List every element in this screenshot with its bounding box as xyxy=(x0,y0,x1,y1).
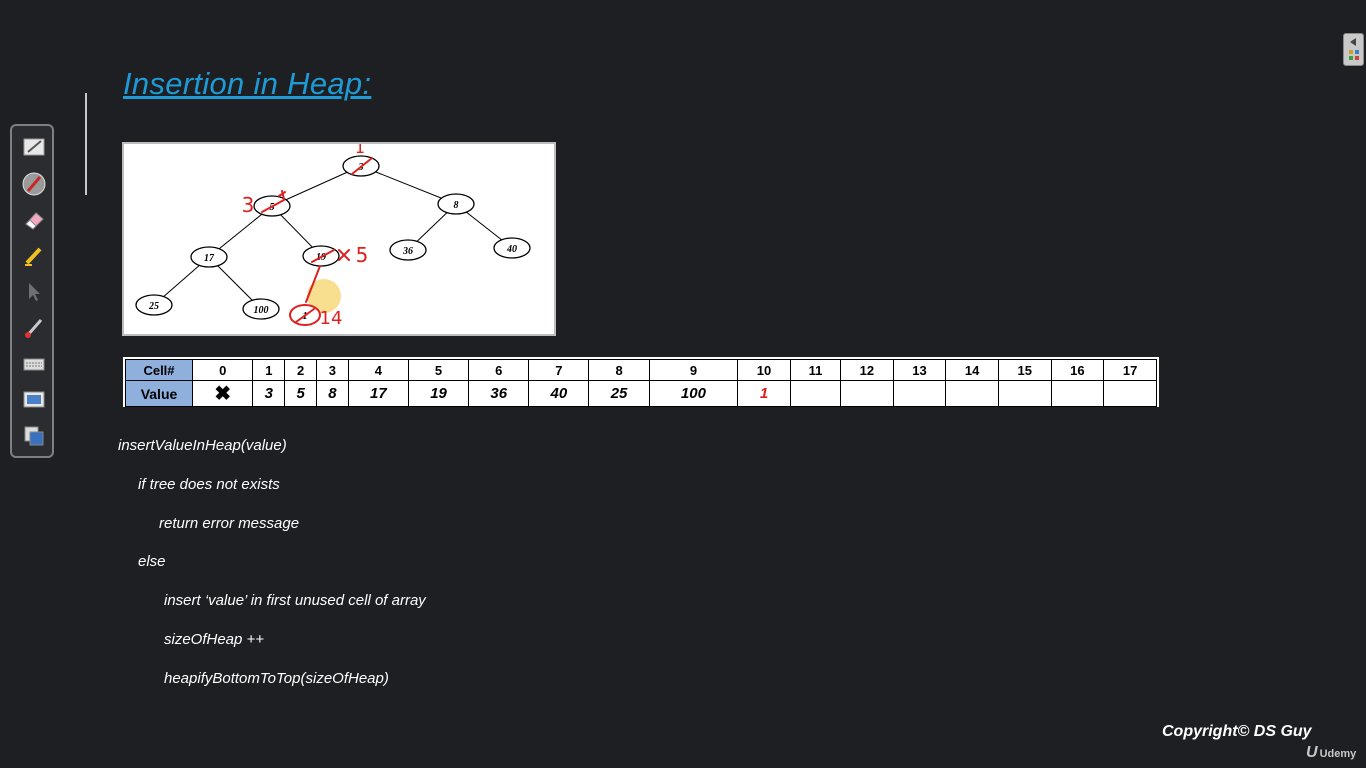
code-line: sizeOfHeap ++ xyxy=(164,631,265,648)
brush-icon[interactable] xyxy=(22,316,46,340)
tree-node xyxy=(242,298,280,320)
tree-node xyxy=(135,294,173,316)
cell-value: 19 xyxy=(407,380,470,407)
cell-index: 9 xyxy=(648,359,739,381)
cell-index: 1 xyxy=(252,359,286,381)
side-panel-toggle[interactable] xyxy=(1343,33,1364,66)
node-label: 25 xyxy=(148,301,159,312)
annotation-toolbar xyxy=(10,124,54,458)
cell-value xyxy=(945,380,999,407)
annotation-label: 14 xyxy=(320,308,343,329)
code-line: else xyxy=(138,553,166,570)
cell-value: 8 xyxy=(316,380,349,407)
code-line: insertValueInHeap(value) xyxy=(118,437,287,454)
node-label: 36 xyxy=(402,246,413,257)
node-label: 17 xyxy=(204,253,215,264)
cell-value: 25 xyxy=(588,380,650,407)
heap-tree-diagram: 3 5 8 17 19 36 40 25 100 1 1 3 5 14 xyxy=(122,142,556,336)
annotation-label: 5 xyxy=(356,243,369,267)
code-line: if tree does not exists xyxy=(138,476,280,493)
node-label: 8 xyxy=(454,200,459,211)
heap-array-table: Cell# 0 1 2 3 4 5 6 7 8 9 10 11 12 13 14 15 16 17 Value ✖… xyxy=(123,357,1159,407)
cell-value xyxy=(997,380,1052,407)
tree-node xyxy=(437,193,475,215)
code-line: return error message xyxy=(159,515,300,532)
cell-value: 100 xyxy=(648,380,739,407)
cell-index: 11 xyxy=(789,359,842,381)
keyboard-icon[interactable] xyxy=(22,352,46,376)
cell-value xyxy=(840,380,894,407)
cell-index: 13 xyxy=(892,359,947,381)
annotation-label: 3 xyxy=(242,193,255,217)
cell-index: 8 xyxy=(588,359,650,381)
code-line: insert ‘value’ in first unused cell of a… xyxy=(164,592,426,609)
cell-index: 3 xyxy=(316,359,349,381)
page-title: Insertion in Heap: xyxy=(123,66,372,101)
cell-value: 5 xyxy=(284,380,317,407)
pen-icon[interactable] xyxy=(22,136,46,160)
cell-index: 6 xyxy=(468,359,530,381)
node-label: 100 xyxy=(254,305,269,316)
cell-value: 36 xyxy=(468,380,530,407)
cell-index: 5 xyxy=(407,359,470,381)
cell-value xyxy=(789,380,842,407)
row-header: Cell# xyxy=(125,359,193,381)
cell-value: 40 xyxy=(528,380,590,407)
marker-icon[interactable] xyxy=(22,172,46,196)
cell-index: 12 xyxy=(840,359,894,381)
clipboard-icon[interactable] xyxy=(22,424,46,448)
cell-index: 0 xyxy=(191,359,254,381)
tree-node xyxy=(389,239,427,261)
cell-index: 14 xyxy=(945,359,999,381)
cell-index: 17 xyxy=(1103,359,1157,381)
cell-value xyxy=(1050,380,1105,407)
cell-index: 2 xyxy=(284,359,317,381)
divider-line xyxy=(85,93,87,195)
udemy-logo: U Udemy xyxy=(1306,744,1357,761)
brand-label: Udemy xyxy=(1319,748,1357,760)
node-label: 40 xyxy=(506,244,517,255)
code-line: heapifyBottomToTop(sizeOfHeap) xyxy=(164,670,389,687)
cell-index: 7 xyxy=(528,359,590,381)
highlighter-icon[interactable] xyxy=(22,244,46,268)
cell-value xyxy=(892,380,947,407)
cell-index: 15 xyxy=(997,359,1052,381)
cell-value-row: Value ✖ 3 5 8 17 19 36 40 25 100 1 xyxy=(125,380,1157,407)
cell-value: 1 xyxy=(737,380,791,407)
pointer-icon[interactable] xyxy=(22,280,46,304)
annotation-label: 1 xyxy=(355,144,365,157)
cell-value xyxy=(1103,380,1157,407)
tree-node xyxy=(190,246,228,268)
cell-value: ✖ xyxy=(191,380,254,407)
cell-value: 17 xyxy=(347,380,409,407)
row-header: Value xyxy=(125,380,193,407)
cell-index-row: Cell# 0 1 2 3 4 5 6 7 8 9 10 11 12 13 14 15 16 17 xyxy=(125,359,1157,381)
screen-icon[interactable] xyxy=(22,388,46,412)
cell-index: 16 xyxy=(1050,359,1105,381)
tree-node xyxy=(493,237,531,259)
arrow-left-icon xyxy=(1350,38,1356,46)
cell-index: 4 xyxy=(347,359,409,381)
copyright-text: Copyright© DS Guy xyxy=(1162,723,1312,740)
cell-index: 10 xyxy=(737,359,791,381)
eraser-icon[interactable] xyxy=(22,208,46,232)
cell-value: 3 xyxy=(252,380,286,407)
